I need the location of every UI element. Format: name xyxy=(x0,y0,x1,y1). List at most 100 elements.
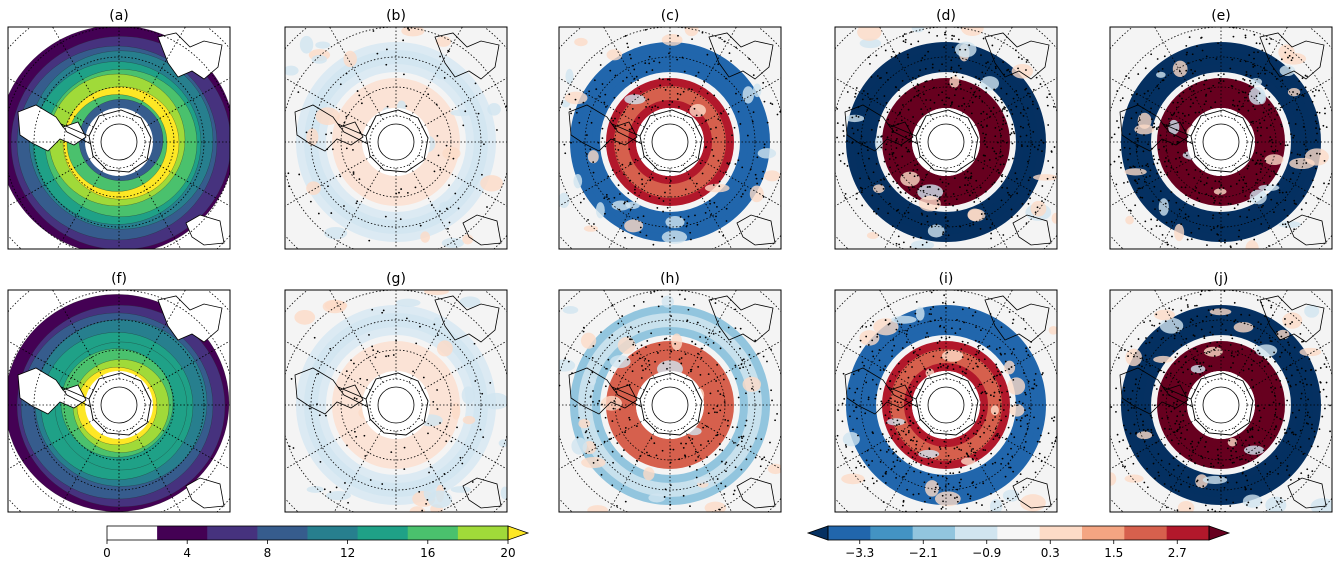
significance-dot xyxy=(579,201,582,204)
significance-dot xyxy=(959,83,962,86)
significance-dot xyxy=(952,486,955,489)
significance-dot xyxy=(1313,436,1316,438)
significance-dot xyxy=(1203,183,1206,186)
significance-dot xyxy=(1229,245,1232,248)
significance-dot xyxy=(1214,180,1217,183)
significance-dot xyxy=(968,194,971,197)
significance-dot xyxy=(936,342,939,344)
significance-dot xyxy=(955,361,957,364)
map-panel: (a) xyxy=(7,8,231,250)
significance-dot xyxy=(1149,414,1152,417)
significance-dot xyxy=(1010,194,1012,197)
significance-dot xyxy=(704,211,707,214)
significance-dot xyxy=(983,136,986,139)
significance-dot xyxy=(1029,197,1031,200)
anomaly-blob xyxy=(625,201,640,209)
significance-dot xyxy=(1324,407,1326,410)
significance-dot xyxy=(887,118,889,121)
significance-dot xyxy=(1199,437,1202,440)
significance-dot xyxy=(895,242,898,245)
significance-dot xyxy=(1000,353,1003,356)
significance-dot xyxy=(984,390,987,393)
significance-dot xyxy=(1011,322,1014,325)
significance-dot xyxy=(709,128,712,130)
significance-dot xyxy=(912,169,915,172)
significance-dot xyxy=(1192,348,1195,350)
significance-dot xyxy=(968,306,971,309)
map-field xyxy=(1110,290,1332,512)
significance-dot xyxy=(844,444,847,446)
significance-dot xyxy=(923,481,926,484)
anomaly-blob xyxy=(671,333,683,351)
significance-dot xyxy=(984,212,986,215)
anomaly-blob xyxy=(580,332,597,349)
significance-dot xyxy=(1241,348,1244,351)
significance-dot xyxy=(920,508,923,511)
significance-dot xyxy=(867,464,870,467)
significance-dot xyxy=(1165,149,1168,152)
significance-dot xyxy=(1206,345,1209,348)
significance-dot xyxy=(906,341,908,344)
significance-dot xyxy=(854,95,856,98)
significance-dot xyxy=(926,215,929,218)
significance-dot xyxy=(875,394,878,396)
coastline xyxy=(708,32,774,80)
significance-dot xyxy=(1310,427,1313,430)
significance-dot xyxy=(1019,419,1022,422)
significance-dot xyxy=(740,195,743,198)
significance-dot xyxy=(1253,238,1256,241)
significance-dot xyxy=(687,308,690,311)
significance-dot xyxy=(1211,217,1214,220)
significance-dot xyxy=(313,336,316,339)
significance-dot xyxy=(645,346,647,349)
significance-dot xyxy=(1191,72,1194,75)
significance-dot xyxy=(865,335,868,338)
significance-dot xyxy=(977,351,980,354)
significance-dot xyxy=(688,465,691,468)
significance-dot xyxy=(762,81,765,84)
significance-dot xyxy=(1000,98,1003,101)
significance-dot xyxy=(707,373,710,376)
significance-dot xyxy=(914,77,917,80)
significance-dot xyxy=(1150,431,1153,434)
significance-dot xyxy=(716,405,719,407)
significance-dot xyxy=(1245,73,1248,76)
significance-dot xyxy=(1168,405,1170,408)
significance-dot xyxy=(1036,206,1039,209)
significance-dot xyxy=(1182,91,1185,94)
significance-dot xyxy=(1022,126,1025,129)
significance-dot xyxy=(683,218,686,221)
significance-dot xyxy=(895,139,898,142)
significance-dot xyxy=(639,231,642,234)
panel-frame xyxy=(834,26,1058,250)
significance-dot xyxy=(695,468,698,471)
significance-dot xyxy=(705,119,708,122)
significance-dot xyxy=(719,347,722,350)
significance-dot xyxy=(932,306,935,308)
significance-dot xyxy=(1118,155,1120,158)
significance-dot xyxy=(1132,165,1135,168)
significance-dot xyxy=(1286,214,1289,217)
panel-label: (f) xyxy=(111,271,127,287)
significance-dot xyxy=(897,362,900,365)
significance-dot xyxy=(1147,428,1149,431)
significance-dot xyxy=(1184,391,1187,394)
significance-dot xyxy=(1236,104,1239,107)
significance-dot xyxy=(1168,199,1170,202)
significance-dot xyxy=(445,144,448,147)
significance-dot xyxy=(403,73,405,76)
significance-dot xyxy=(616,442,619,445)
significance-dot xyxy=(627,192,630,195)
pole-hole xyxy=(1202,123,1240,161)
significance-dot xyxy=(1267,363,1270,365)
significance-dot xyxy=(613,400,616,402)
significance-dot xyxy=(866,486,869,489)
significance-dot xyxy=(986,124,988,127)
significance-dot xyxy=(605,367,608,370)
significance-dot xyxy=(895,476,897,479)
significance-dot xyxy=(1166,173,1168,176)
significance-dot xyxy=(598,400,601,402)
significance-dot xyxy=(951,38,953,40)
significance-dot xyxy=(1281,223,1284,226)
significance-dot xyxy=(1254,352,1257,354)
